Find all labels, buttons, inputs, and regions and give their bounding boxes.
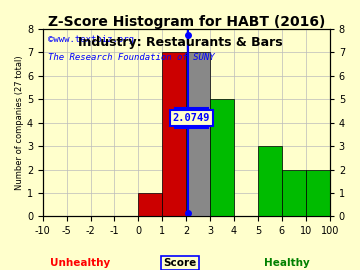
Bar xyxy=(258,146,282,216)
Text: ©www.textbiz.org: ©www.textbiz.org xyxy=(49,35,135,44)
Bar xyxy=(138,193,162,216)
Bar xyxy=(186,52,210,216)
Text: Score: Score xyxy=(163,258,197,268)
Text: Unhealthy: Unhealthy xyxy=(50,258,111,268)
Text: The Research Foundation of SUNY: The Research Foundation of SUNY xyxy=(49,53,215,62)
Text: Healthy: Healthy xyxy=(264,258,310,268)
Text: 2.0749: 2.0749 xyxy=(173,113,210,123)
Bar xyxy=(210,99,234,216)
Bar xyxy=(306,170,330,216)
Y-axis label: Number of companies (27 total): Number of companies (27 total) xyxy=(15,55,24,190)
Bar xyxy=(162,52,186,216)
Text: Industry: Restaurants & Bars: Industry: Restaurants & Bars xyxy=(78,36,282,49)
Bar xyxy=(282,170,306,216)
Title: Z-Score Histogram for HABT (2016): Z-Score Histogram for HABT (2016) xyxy=(48,15,325,29)
